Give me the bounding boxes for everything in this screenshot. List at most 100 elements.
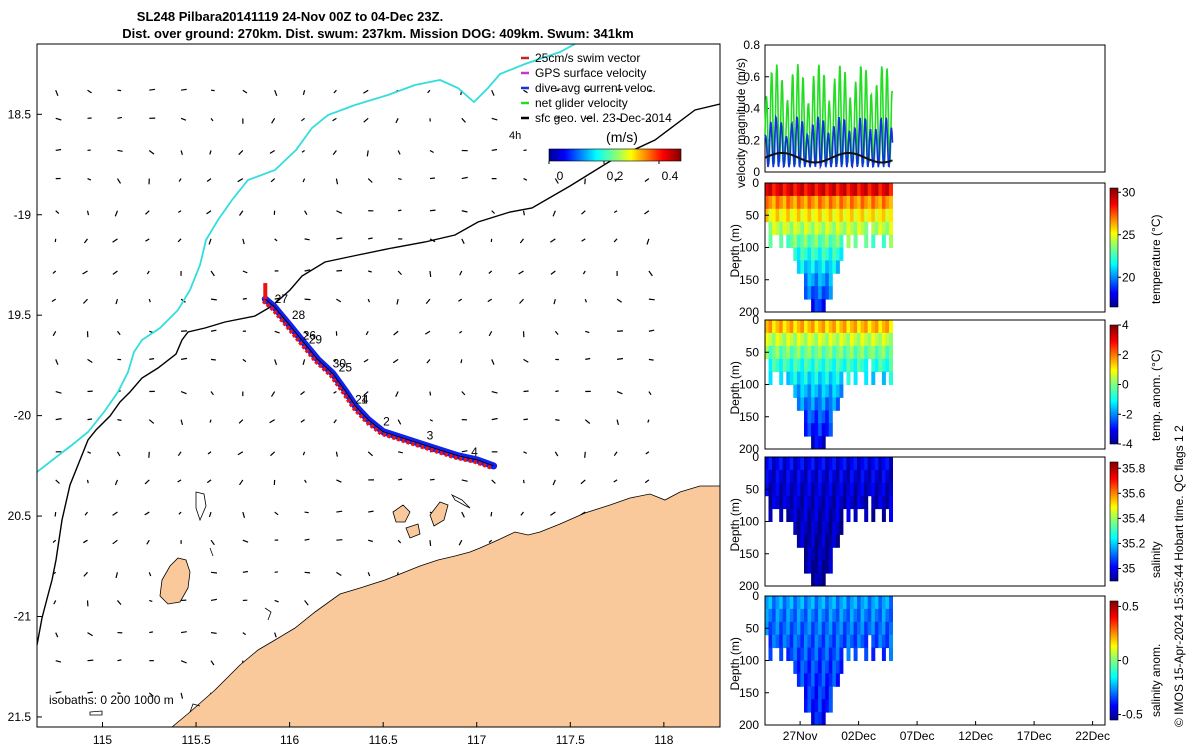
section-cell: [864, 221, 869, 236]
velocity-vector: [429, 177, 435, 180]
section-cell: [786, 608, 791, 623]
section-cell: [804, 634, 808, 649]
section-cell: [839, 371, 844, 385]
section-cell: [864, 469, 869, 484]
velocity-vector: [210, 270, 215, 277]
velocity-vector: [584, 298, 587, 303]
section-ytick-label: 50: [746, 621, 760, 635]
section-cell: [821, 634, 826, 649]
section-cell: [864, 596, 869, 610]
velocity-vector: [552, 479, 556, 486]
section-cell: [821, 573, 826, 587]
section-cell: [857, 358, 862, 373]
velocity-vector: [148, 149, 155, 155]
velocity-vector: [336, 479, 342, 483]
velocity-vector: [148, 692, 154, 697]
colorbar-tick-label: 0: [557, 169, 564, 183]
section-cell: [814, 621, 819, 636]
section-cell: [832, 508, 837, 522]
section-cell: [814, 686, 819, 700]
colorbar-tick-label: 35.2: [1122, 536, 1146, 550]
velocity-vector: [274, 89, 278, 97]
section-cell: [889, 457, 893, 471]
section-cell: [864, 482, 869, 497]
section-cell: [818, 560, 823, 574]
section-cell: [842, 208, 847, 223]
swim-vector-track: [261, 299, 493, 470]
section-cell: [878, 608, 883, 623]
velocity-vector: [300, 391, 305, 396]
section-cell: [881, 634, 886, 649]
velocity-vector: [208, 511, 212, 518]
velocity-vector: [424, 330, 431, 335]
salinity-anomaly-section: 0 50 100 150 200 Depth (m) 0.5 0 -0.5 salinity an…: [728, 589, 1163, 743]
section-cell: [850, 208, 854, 223]
section-cell: [850, 358, 854, 373]
section-cell: [779, 482, 784, 497]
section-cell: [835, 634, 840, 649]
section-cell: [864, 195, 869, 210]
velocity-vector: [206, 210, 212, 215]
velocity-vector: [461, 511, 465, 518]
section-cell: [782, 482, 787, 497]
section-cell: [825, 397, 830, 411]
velocity-vector: [274, 297, 280, 300]
velocity-vector: [332, 117, 337, 122]
velocity-vector: [271, 118, 276, 124]
map-xtick-label: 117: [467, 733, 486, 747]
section-cell: [832, 397, 837, 411]
section-cell: [765, 332, 769, 347]
section-cell: [864, 608, 869, 623]
velocity-vector: [613, 451, 618, 456]
velocity-vector: [459, 330, 463, 334]
section-ylabel: Depth (m): [728, 637, 742, 690]
velocity-vector: [613, 210, 618, 214]
section-cell: [839, 358, 844, 373]
section-cell: [807, 560, 812, 574]
section-cell: [881, 608, 886, 623]
section-cell: [864, 621, 869, 636]
velocity-vector: [398, 209, 402, 212]
section-cell: [821, 358, 826, 373]
section-cell: [818, 495, 823, 510]
legend-extra: 4h: [509, 130, 521, 142]
section-cell: [828, 332, 833, 347]
section-cell: [811, 469, 816, 484]
section-cell: [828, 423, 833, 437]
section-cell: [832, 608, 837, 623]
section-cell: [846, 183, 851, 197]
section-cell: [825, 320, 830, 334]
section-cell: [857, 621, 862, 636]
section-cell: [821, 384, 826, 398]
velocity-vector: [301, 117, 305, 122]
velocity-vector: [616, 117, 623, 121]
velocity-vector: [367, 572, 371, 577]
section-cell: [768, 358, 773, 373]
velocity-vector: [368, 237, 373, 240]
section-cell: [796, 208, 801, 223]
section-cell: [807, 371, 812, 385]
section-cell: [796, 457, 801, 471]
section-cell: [800, 195, 805, 210]
day-label: 1: [361, 393, 368, 407]
section-cell: [832, 221, 837, 236]
colorbar-tick-label: 0: [1122, 654, 1129, 668]
section-cell: [786, 621, 791, 636]
colorbar-tick-label: 0: [1122, 378, 1129, 392]
section-cell: [814, 358, 819, 373]
section-cell: [853, 482, 858, 497]
section-cell: [807, 495, 812, 510]
section-cell: [874, 469, 879, 484]
section-cell: [871, 482, 876, 497]
map-xtick-label: 116.5: [369, 733, 398, 747]
section-cell: [814, 384, 819, 398]
section-cell: [832, 469, 837, 484]
velocity-vector: [210, 571, 218, 574]
section-cell: [860, 482, 865, 497]
velocity-vector: [302, 359, 306, 365]
section-cell: [821, 660, 826, 674]
section-cell: [796, 495, 801, 510]
section-cell: [846, 332, 851, 347]
section-cell: [889, 332, 893, 347]
